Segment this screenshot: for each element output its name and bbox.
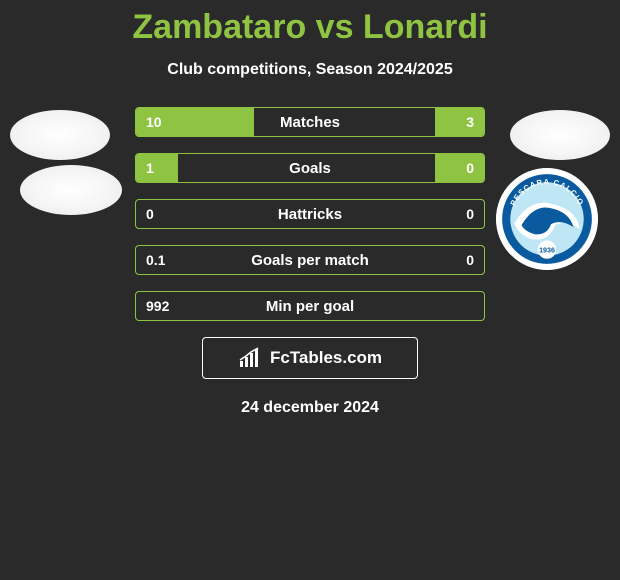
snapshot-date: 24 december 2024	[0, 399, 620, 417]
player1-club-badge-2	[20, 165, 122, 215]
stat-label: Goals	[136, 160, 484, 177]
player2-club-badge-2: 1936 PESCARA CALCIO	[496, 168, 598, 270]
stats-container: 10Matches31Goals00Hattricks00.1Goals per…	[135, 107, 485, 321]
stat-row: 992Min per goal	[135, 291, 485, 321]
stat-label: Goals per match	[136, 252, 484, 269]
player2-club-badge-1	[510, 110, 610, 160]
attribution-box: FcTables.com	[202, 337, 418, 379]
stat-row: 0Hattricks0	[135, 199, 485, 229]
comparison-title: Zambataro vs Lonardi	[0, 0, 620, 47]
stat-value-right: 0	[466, 160, 474, 176]
stat-row: 0.1Goals per match0	[135, 245, 485, 275]
stat-value-right: 0	[466, 252, 474, 268]
stat-row: 10Matches3	[135, 107, 485, 137]
stat-value-right: 3	[466, 114, 474, 130]
player1-club-badge-1	[10, 110, 110, 160]
attribution-text: FcTables.com	[270, 348, 382, 368]
stat-value-right: 0	[466, 206, 474, 222]
pescara-logo-icon: 1936 PESCARA CALCIO	[496, 168, 598, 270]
pescara-year: 1936	[539, 247, 555, 255]
stat-label: Hattricks	[136, 206, 484, 223]
bar-chart-icon	[238, 347, 264, 369]
comparison-subtitle: Club competitions, Season 2024/2025	[0, 61, 620, 79]
ellipse-icon	[510, 110, 610, 160]
ellipse-icon	[20, 165, 122, 215]
stat-row: 1Goals0	[135, 153, 485, 183]
stat-label: Min per goal	[136, 298, 484, 315]
stat-label: Matches	[136, 114, 484, 131]
ellipse-icon	[10, 110, 110, 160]
